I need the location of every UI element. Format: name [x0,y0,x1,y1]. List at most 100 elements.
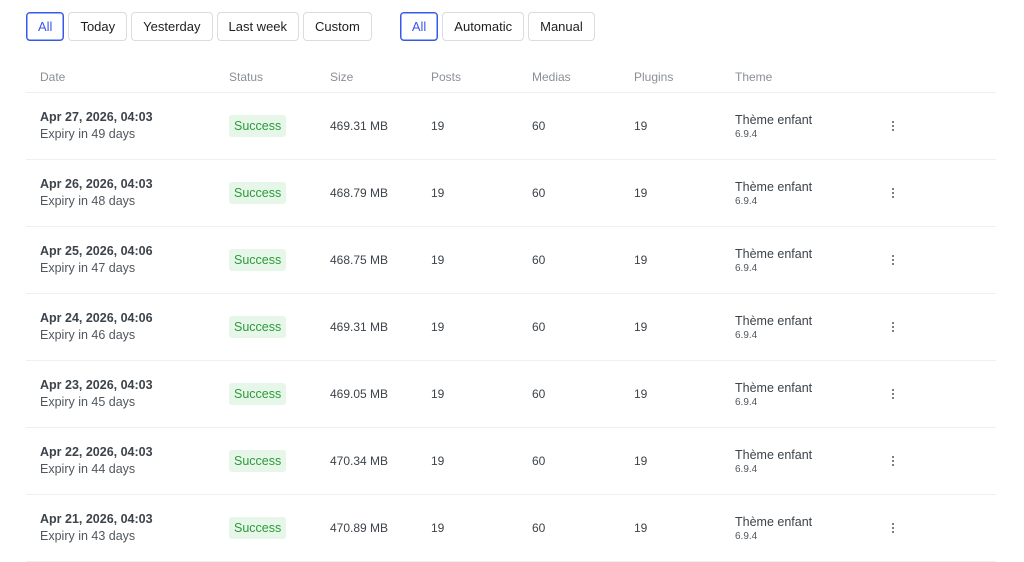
theme-cell: Thème enfant 6.9.4 [735,361,812,427]
posts-cell: 19 [431,387,445,401]
status-badge: Success [229,249,287,271]
medias-cell: 60 [532,454,546,468]
theme-version: 6.9.4 [735,329,758,341]
table-row: Apr 26, 2026, 04:03 Expiry in 48 days Succ… [26,160,996,227]
medias-cell: 60 [532,119,546,133]
more-actions-icon[interactable] [888,519,898,538]
table-row: Apr 27, 2026, 04:03 Expiry in 49 days Succ… [26,93,996,160]
size-cell: 469.05 MB [330,387,389,401]
column-header-status: Status [229,70,264,84]
theme-cell: Thème enfant 6.9.4 [735,294,812,360]
filter-period-today-button[interactable]: Today [68,12,128,41]
plugins-cell: 19 [634,454,648,468]
table-row: Apr 21, 2026, 04:03 Expiry in 43 days Succ… [26,495,996,562]
size-cell: 470.89 MB [330,521,389,535]
filter-bar: All Today Yesterday Last week Custom All Auto… [26,12,595,41]
row-actions-cell [881,361,905,427]
theme-cell: Thème enfant 6.9.4 [735,428,812,494]
table-row: Apr 25, 2026, 04:06 Expiry in 47 days Succ… [26,227,996,294]
column-header-date: Date [40,70,66,84]
medias-cell: 60 [532,253,546,267]
theme-name: Thème enfant [735,514,813,529]
theme-name: Thème enfant [735,112,813,127]
expiry-text: Expiry in 47 days [40,261,136,275]
row-actions-cell [881,160,905,226]
table-body: Apr 27, 2026, 04:03 Expiry in 49 days Succ… [26,93,996,562]
status-badge: Success [229,115,287,137]
plugins-cell: 19 [634,320,648,334]
table-row: Apr 22, 2026, 04:03 Expiry in 44 days Succ… [26,428,996,495]
backup-date: Apr 26, 2026, 04:03 [40,177,153,191]
status-cell: Success [229,160,287,226]
posts-cell: 19 [431,454,445,468]
more-actions-icon[interactable] [888,184,898,203]
posts-cell: 19 [431,119,445,133]
size-cell: 469.31 MB [330,320,389,334]
status-badge: Success [229,383,287,405]
table-header: Date Status Size Posts Medias Plugins Th… [26,62,996,93]
posts-cell: 19 [431,320,445,334]
row-actions-cell [881,428,905,494]
date-cell: Apr 27, 2026, 04:03 Expiry in 49 days [40,93,153,159]
status-badge: Success [229,450,287,472]
more-actions-icon[interactable] [888,117,898,136]
column-header-size: Size [330,70,354,84]
column-header-medias: Medias [532,70,571,84]
theme-cell: Thème enfant 6.9.4 [735,495,812,561]
theme-version: 6.9.4 [735,396,758,408]
theme-cell: Thème enfant 6.9.4 [735,93,812,159]
status-badge: Success [229,316,287,338]
theme-version: 6.9.4 [735,195,758,207]
posts-cell: 19 [431,521,445,535]
row-actions-cell [881,294,905,360]
date-cell: Apr 22, 2026, 04:03 Expiry in 44 days [40,428,153,494]
table-row: Apr 23, 2026, 04:03 Expiry in 45 days Succ… [26,361,996,428]
backup-date: Apr 21, 2026, 04:03 [40,512,153,526]
size-cell: 468.79 MB [330,186,389,200]
theme-version: 6.9.4 [735,262,758,274]
medias-cell: 60 [532,521,546,535]
filter-period-custom-button[interactable]: Custom [303,12,372,41]
status-badge: Success [229,517,287,539]
posts-cell: 19 [431,253,445,267]
size-cell: 470.34 MB [330,454,389,468]
more-actions-icon[interactable] [888,318,898,337]
expiry-text: Expiry in 45 days [40,395,136,409]
backup-date: Apr 27, 2026, 04:03 [40,110,153,124]
filter-type-manual-button[interactable]: Manual [528,12,595,41]
medias-cell: 60 [532,387,546,401]
filter-type-all-button[interactable]: All [399,12,439,41]
filter-period-last-week-button[interactable]: Last week [216,12,300,41]
row-actions-cell [881,93,905,159]
more-actions-icon[interactable] [888,452,898,471]
backups-table: Date Status Size Posts Medias Plugins Th… [26,62,996,562]
table-row: Apr 24, 2026, 04:06 Expiry in 46 days Succ… [26,294,996,361]
size-cell: 468.75 MB [330,253,389,267]
theme-version: 6.9.4 [735,128,758,140]
period-filter-group: All Today Yesterday Last week Custom [26,12,372,41]
more-actions-icon[interactable] [888,385,898,404]
type-filter-group: All Automatic Manual [399,12,595,41]
date-cell: Apr 24, 2026, 04:06 Expiry in 46 days [40,294,153,360]
filter-type-automatic-button[interactable]: Automatic [442,12,525,41]
row-actions-cell [881,227,905,293]
medias-cell: 60 [532,320,546,334]
status-cell: Success [229,428,287,494]
date-cell: Apr 25, 2026, 04:06 Expiry in 47 days [40,227,153,293]
expiry-text: Expiry in 46 days [40,328,136,342]
date-cell: Apr 23, 2026, 04:03 Expiry in 45 days [40,361,153,427]
expiry-text: Expiry in 48 days [40,194,136,208]
plugins-cell: 19 [634,119,648,133]
date-cell: Apr 21, 2026, 04:03 Expiry in 43 days [40,495,153,561]
theme-name: Thème enfant [735,380,813,395]
status-cell: Success [229,294,287,360]
expiry-text: Expiry in 44 days [40,462,136,476]
backup-date: Apr 23, 2026, 04:03 [40,378,153,392]
filter-period-yesterday-button[interactable]: Yesterday [131,12,213,41]
date-cell: Apr 26, 2026, 04:03 Expiry in 48 days [40,160,153,226]
column-header-plugins: Plugins [634,70,674,84]
more-actions-icon[interactable] [888,251,898,270]
theme-version: 6.9.4 [735,530,758,542]
filter-period-all-button[interactable]: All [26,12,65,41]
backup-date: Apr 24, 2026, 04:06 [40,311,153,325]
